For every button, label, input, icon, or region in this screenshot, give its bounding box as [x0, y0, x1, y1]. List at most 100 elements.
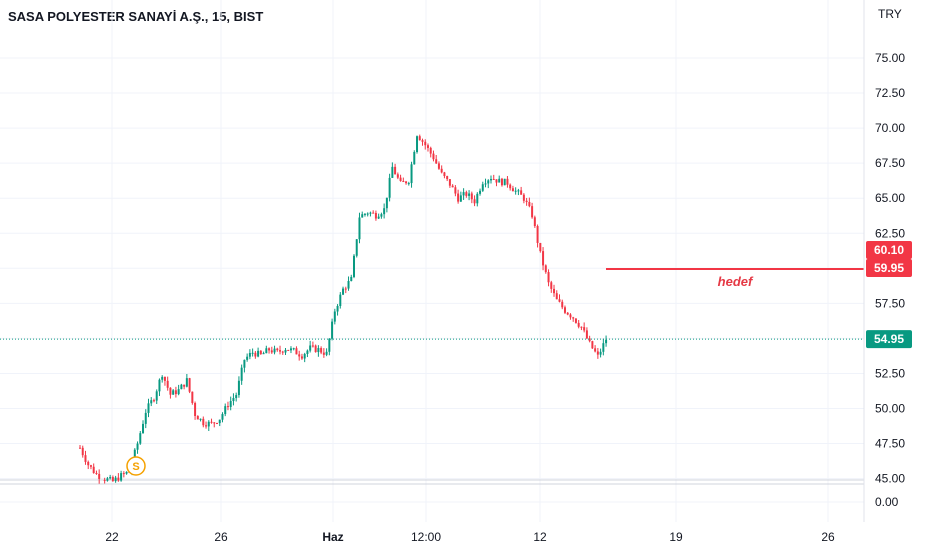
candle-body	[435, 159, 438, 164]
candle-body	[591, 341, 594, 349]
candle-body	[257, 350, 260, 357]
candle-body	[563, 307, 566, 313]
candle-body	[218, 419, 221, 424]
candle-body	[380, 214, 383, 217]
candle-body	[432, 153, 435, 160]
candle-body	[213, 422, 216, 424]
candle-body	[120, 473, 123, 481]
y-tick-label: 0.00	[875, 495, 899, 509]
candle-body	[161, 376, 164, 380]
candle-body	[273, 348, 276, 353]
candle-body	[374, 212, 377, 219]
x-tick-label: Haz	[322, 530, 343, 544]
candle-body	[114, 477, 117, 482]
candle-body	[500, 178, 503, 186]
candle-body	[476, 193, 479, 204]
y-tick-label: 70.00	[875, 121, 905, 135]
candle-body	[188, 378, 191, 392]
target-badge-lower: 59.95	[874, 261, 904, 275]
candle-body	[216, 423, 218, 425]
candle-body	[440, 168, 443, 173]
candle-body	[180, 384, 183, 390]
candle-body	[446, 176, 449, 180]
candle-body	[495, 179, 498, 183]
candle-body	[163, 376, 166, 381]
candle-body	[95, 472, 98, 474]
y-tick-label: 65.00	[875, 191, 905, 205]
candle-body	[144, 412, 147, 424]
candle-body	[358, 217, 361, 240]
candle-body	[270, 350, 273, 353]
candle-body	[487, 180, 490, 184]
candle-body	[372, 212, 375, 214]
candle-body	[396, 174, 399, 178]
candle-body	[240, 367, 243, 381]
candle-body	[520, 190, 523, 195]
candle-body	[232, 398, 235, 402]
candle-body	[550, 282, 553, 289]
marker-label: S	[132, 461, 139, 473]
candle-body	[152, 400, 155, 402]
candle-body	[251, 352, 254, 354]
candle-body	[580, 326, 583, 328]
candle-body	[254, 352, 257, 357]
candle-body	[81, 447, 84, 456]
candle-body	[383, 208, 386, 215]
candle-body	[569, 314, 572, 318]
candle-body	[89, 465, 92, 467]
y-tick-label: 67.50	[875, 156, 905, 170]
candle-body	[511, 188, 514, 192]
candle-body	[416, 136, 419, 153]
x-tick-label: 12:00	[411, 530, 441, 544]
candle-body	[279, 350, 282, 352]
candle-body	[454, 187, 457, 194]
candle-body	[369, 212, 372, 214]
candle-body	[246, 356, 249, 360]
candle-body	[528, 201, 531, 207]
candle-body	[547, 272, 550, 283]
time-axis[interactable]: 22 26 Haz 12:00 12 19 26	[105, 530, 835, 544]
candle-body	[339, 294, 342, 306]
candle-body	[350, 276, 353, 282]
candle-body	[366, 213, 369, 215]
candle-body	[424, 141, 427, 146]
candle-body	[125, 471, 128, 474]
currency-label[interactable]: TRY	[878, 7, 902, 21]
candle-body	[490, 178, 492, 181]
candle-body	[459, 195, 462, 202]
candle-body	[199, 418, 202, 420]
grid	[0, 0, 864, 522]
marker[interactable]: S	[126, 456, 146, 476]
candle-body	[555, 293, 558, 300]
candle-body	[289, 348, 292, 351]
price-axis[interactable]: 75.0072.5070.0067.5065.0062.5060.0057.50…	[875, 51, 905, 509]
candle-body	[136, 443, 139, 450]
y-tick-label: 45.00	[875, 472, 905, 486]
candle-body	[172, 390, 175, 395]
candle-body	[169, 387, 172, 395]
candle-body	[295, 348, 298, 355]
target-annotation[interactable]: hedef	[718, 274, 754, 289]
candle-body	[142, 423, 145, 434]
candle-body	[355, 239, 358, 256]
y-tick-label: 52.50	[875, 366, 905, 380]
candle-body	[229, 401, 232, 407]
candle-body	[437, 163, 440, 169]
candle-body	[298, 354, 301, 357]
candle-body	[194, 402, 197, 416]
candle-body	[426, 145, 429, 148]
candle-body	[320, 348, 323, 353]
candle-body	[79, 447, 81, 449]
candle-body	[558, 299, 561, 302]
candle-body	[498, 178, 501, 183]
candle-body	[109, 477, 112, 479]
candle-body	[418, 136, 421, 141]
candle-body	[451, 185, 454, 188]
candle-body	[594, 348, 597, 352]
last-price-badge: 54.95	[874, 332, 904, 346]
candle-body	[226, 406, 229, 408]
candle-body	[514, 190, 517, 192]
candle-body	[268, 348, 271, 351]
candle-body	[98, 473, 101, 479]
